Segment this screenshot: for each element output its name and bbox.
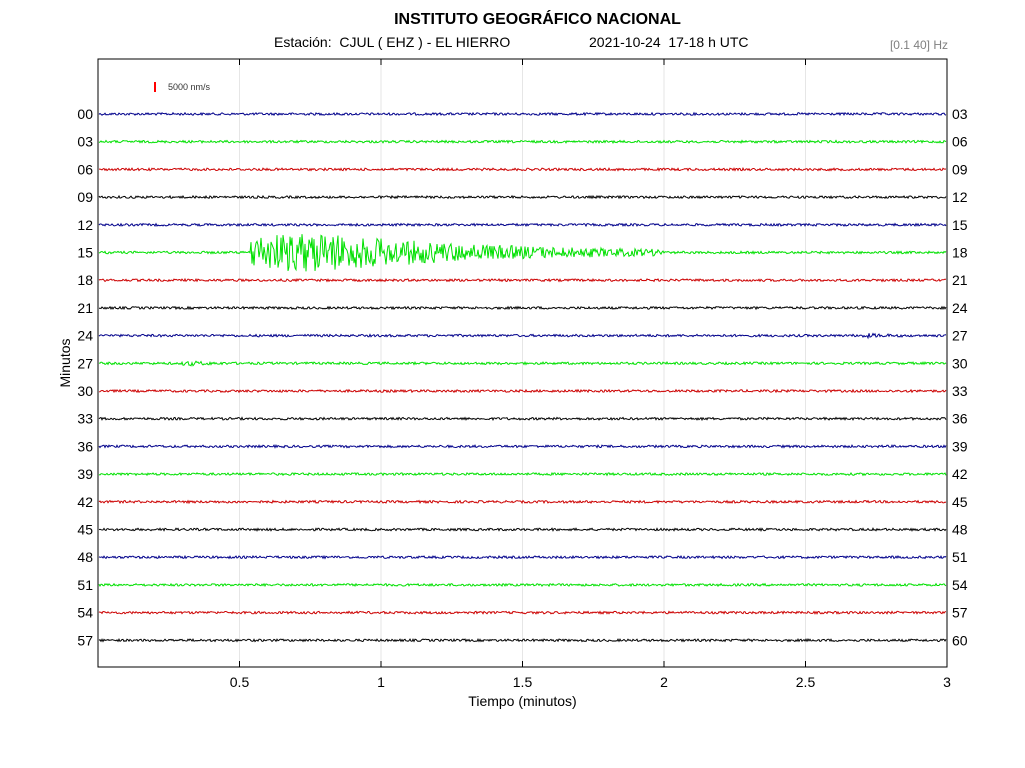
- seismic-trace: [98, 471, 947, 477]
- row-label-left: 21: [77, 300, 93, 316]
- seismic-trace: [98, 277, 947, 283]
- scale-label: 5000 nm/s: [168, 82, 211, 92]
- seismic-trace: [98, 360, 947, 367]
- row-label-right: 51: [952, 549, 968, 565]
- seismic-trace: [98, 554, 947, 560]
- row-label-left: 39: [77, 466, 93, 482]
- row-label-left: 54: [77, 605, 93, 621]
- row-label-right: 45: [952, 494, 968, 510]
- row-label-right: 03: [952, 106, 968, 122]
- row-label-left: 27: [77, 355, 93, 371]
- row-label-right: 48: [952, 522, 968, 538]
- filter-band-label: [0.1 40] Hz: [889, 38, 948, 52]
- row-label-left: 42: [77, 494, 93, 510]
- row-label-right: 36: [952, 411, 968, 427]
- row-label-left: 48: [77, 549, 93, 565]
- row-label-left: 09: [77, 189, 93, 205]
- seismic-trace: [98, 443, 947, 449]
- row-label-right: 15: [952, 217, 968, 233]
- row-label-right: 18: [952, 245, 968, 261]
- row-label-right: 33: [952, 383, 968, 399]
- seismic-trace: [98, 332, 947, 340]
- row-label-right: 24: [952, 300, 968, 316]
- row-label-right: 27: [952, 328, 968, 344]
- row-label-right: 06: [952, 134, 968, 150]
- row-label-right: 12: [952, 189, 968, 205]
- row-label-left: 33: [77, 411, 93, 427]
- row-label-left: 45: [77, 522, 93, 538]
- x-tick-label: 1: [377, 674, 385, 690]
- row-label-left: 03: [77, 134, 93, 150]
- seismic-trace: [98, 139, 947, 145]
- seismic-trace: [98, 610, 947, 615]
- row-label-right: 09: [952, 161, 968, 177]
- seismic-trace: [98, 416, 947, 422]
- x-tick-label: 3: [943, 674, 951, 690]
- row-label-right: 21: [952, 272, 968, 288]
- seismic-trace: [99, 305, 947, 311]
- seismic-trace: [98, 234, 947, 272]
- row-label-left: 36: [77, 438, 93, 454]
- seismic-trace: [98, 194, 947, 200]
- row-label-left: 51: [77, 577, 93, 593]
- row-label-left: 30: [77, 383, 93, 399]
- row-label-left: 12: [77, 217, 93, 233]
- seismic-trace: [98, 582, 947, 588]
- x-tick-label: 0.5: [230, 674, 250, 690]
- chart-title: INSTITUTO GEOGRÁFICO NACIONAL: [394, 11, 681, 28]
- row-label-right: 42: [952, 466, 968, 482]
- seismic-trace: [98, 111, 947, 117]
- x-axis-label: Tiempo (minutos): [468, 693, 576, 709]
- x-tick-label: 1.5: [513, 674, 533, 690]
- seismic-trace: [98, 222, 947, 228]
- seismic-trace: [98, 527, 947, 532]
- y-axis-label: Minutos: [57, 338, 73, 387]
- x-tick-label: 2.5: [796, 674, 816, 690]
- row-label-right: 39: [952, 438, 968, 454]
- row-label-left: 18: [77, 272, 93, 288]
- row-label-left: 06: [77, 161, 93, 177]
- seismic-trace: [98, 388, 947, 394]
- x-tick-label: 2: [660, 674, 668, 690]
- date-time-label: 2021-10-24 17-18 h UTC: [589, 34, 749, 50]
- seismic-trace: [98, 499, 947, 505]
- row-label-left: 57: [77, 632, 93, 648]
- row-label-left: 00: [77, 106, 93, 122]
- row-label-right: 60: [952, 632, 968, 648]
- seismic-trace: [98, 638, 947, 643]
- row-label-right: 54: [952, 577, 968, 593]
- row-label-right: 57: [952, 605, 968, 621]
- row-label-right: 30: [952, 355, 968, 371]
- seismic-trace: [99, 167, 947, 172]
- station-label: Estación: CJUL ( EHZ ) - EL HIERRO: [274, 34, 511, 50]
- row-label-left: 15: [77, 245, 93, 261]
- row-label-left: 24: [77, 328, 93, 344]
